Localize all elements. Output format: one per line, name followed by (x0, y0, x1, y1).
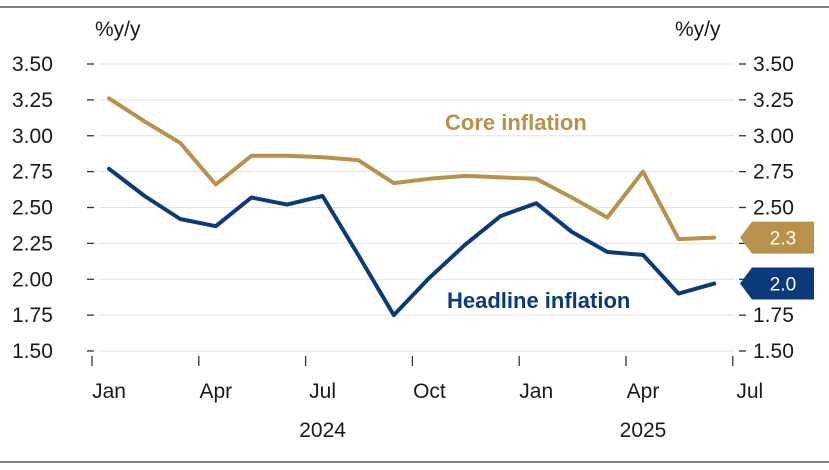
core-inflation-line (107, 96, 717, 242)
left-y-tick-label: 3.00 (12, 125, 53, 148)
x-tick-label: Apr (627, 380, 660, 403)
left-y-tick-label: 3.25 (12, 89, 53, 112)
headline-inflation-line (107, 166, 717, 318)
right-y-tick-label: 2.75 (753, 161, 794, 184)
left-y-tick-label: 2.50 (12, 197, 53, 220)
left-y-tick-label: 2.25 (12, 232, 53, 255)
headline-inflation-label: Headline inflation (447, 288, 630, 313)
x-tick-label: Apr (199, 380, 232, 403)
left-y-tick-label: 2.75 (12, 161, 53, 184)
left-y-tick-label: 3.50 (12, 53, 53, 76)
series-lines (107, 96, 717, 318)
left-y-tick-label: 1.50 (12, 340, 53, 363)
core-inflation-label: Core inflation (445, 110, 587, 135)
x-tick-label: Jul (309, 380, 336, 403)
right-y-tick-label: 2.50 (753, 197, 794, 220)
year-label: 2024 (299, 419, 346, 442)
x-tick-label: Jul (736, 380, 763, 403)
right-y-tick-label: 3.00 (753, 125, 794, 148)
core-end-value: 2.3 (770, 229, 796, 250)
year-label: 2025 (620, 419, 667, 442)
x-tick-label: Jan (519, 380, 553, 403)
gridlines (99, 63, 734, 352)
right-y-tick-label: 1.75 (753, 304, 794, 327)
headline-end-value: 2.0 (770, 275, 796, 296)
x-tick-label: Oct (413, 380, 446, 403)
right-y-tick-label: 3.50 (753, 53, 794, 76)
right-y-tick-label: 3.25 (753, 89, 794, 112)
x-tick-label: Jan (92, 380, 126, 403)
left-y-tick-label: 1.75 (12, 304, 53, 327)
core-end-marker (740, 221, 814, 254)
left-y-tick-label: 2.00 (12, 268, 53, 291)
right-unit-label: %y/y (675, 18, 721, 41)
end-value-labels: 2.3 2.0 (740, 221, 814, 300)
headline-end-marker (740, 267, 814, 300)
left-unit-label: %y/y (95, 18, 141, 41)
right-y-tick-label: 1.50 (753, 340, 794, 363)
